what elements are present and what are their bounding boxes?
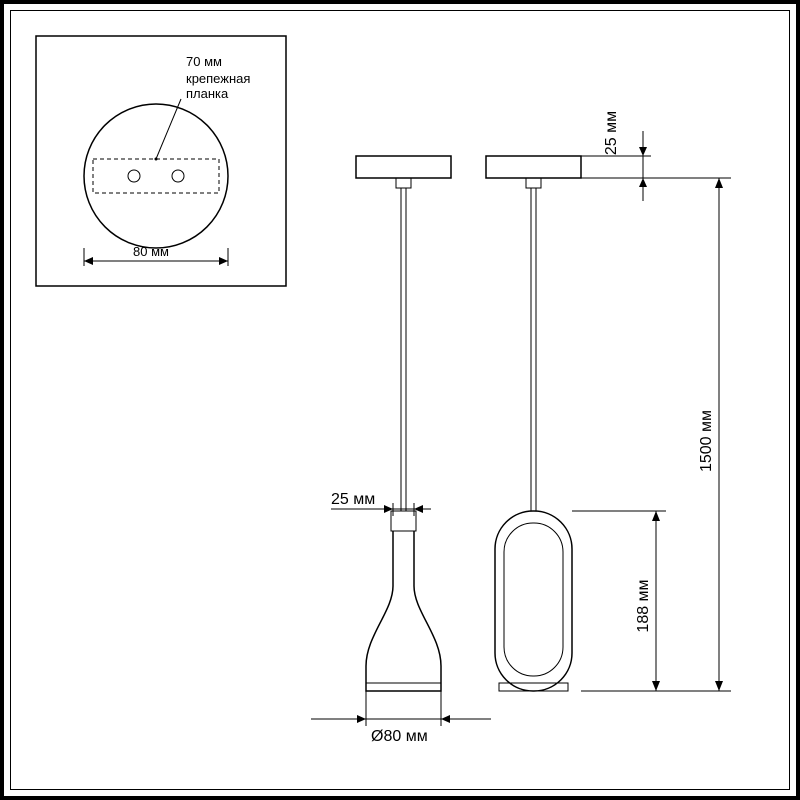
svg-text:188 мм: 188 мм: [635, 579, 652, 632]
pendant-left: [356, 156, 451, 691]
dim-base-diameter: Ø80 мм: [311, 691, 491, 745]
svg-text:25 мм: 25 мм: [331, 491, 375, 508]
inset-sub-label-2: планка: [186, 86, 229, 101]
inset-bottom-dim: 80 мм: [133, 244, 169, 259]
svg-text:1500 мм: 1500 мм: [698, 410, 715, 472]
outer-frame: 70 мм крепежная планка 80 мм: [0, 0, 800, 800]
inset-group: 70 мм крепежная планка 80 мм: [36, 36, 286, 286]
diagram-svg: 70 мм крепежная планка 80 мм: [11, 11, 787, 787]
pendant-right: [486, 156, 581, 691]
dim-canopy-height: 25 мм: [581, 111, 651, 201]
inset-sub-label-1: крепежная: [186, 71, 250, 86]
svg-text:Ø80 мм: Ø80 мм: [371, 728, 428, 745]
svg-text:25 мм: 25 мм: [603, 111, 620, 155]
dim-shade-height: 188 мм: [572, 511, 666, 691]
inner-frame: 70 мм крепежная планка 80 мм: [10, 10, 790, 790]
inset-top-dim: 70 мм: [186, 54, 222, 69]
